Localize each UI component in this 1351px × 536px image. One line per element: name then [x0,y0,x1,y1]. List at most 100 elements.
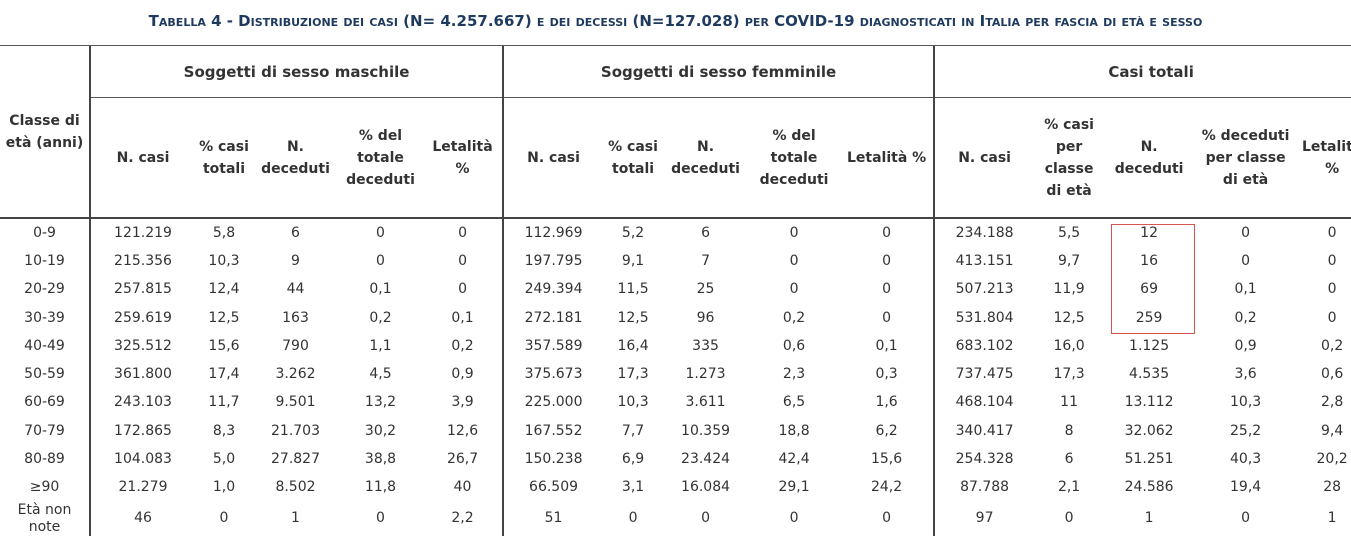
table-cell: 5,2 [621,224,645,241]
table-row: 40-49 325.512 15,6 790 1,1 0,2 357.589 16,4 335 0… [0,332,1351,361]
table-cell: 1.125 [1129,337,1170,354]
table-cell: 6 [701,224,710,241]
table-cell: 0 [882,309,892,326]
table-cell: 0 [628,510,638,527]
row-label: 30-39 [24,309,65,326]
column-header: % casi totali [603,97,664,219]
table-cell: 51.251 [1124,451,1174,468]
table-cell: 0,6 [782,337,806,354]
table-cell: 0 [1327,224,1337,241]
table-cell: 0 [458,281,467,298]
table-cell: 11 [1060,394,1078,411]
table-cell: 25 [696,281,715,298]
table-cell: 1,1 [369,337,392,354]
table-cell: 42,4 [778,451,810,468]
table-cell: 272.181 [502,303,604,333]
table-cell: 46 [89,501,195,536]
table-cell: 17,3 [1053,366,1085,383]
table-cell: 0,9 [1234,337,1257,354]
table-cell: 234.188 [933,218,1035,248]
table-cell: 6,9 [621,451,645,468]
column-header: % deceduti per classe di età [1194,97,1298,219]
table-cell: 17,4 [208,366,240,383]
table-cell: 215.356 [89,247,195,276]
table-cell: 5,8 [212,224,236,241]
table-cell: 0,3 [875,366,898,383]
table-cell: 150.238 [502,445,604,474]
subheader-row: N. casi% casi totali N. deceduti% del tot… [0,97,1351,219]
row-label: 20-29 [24,281,65,298]
table-cell: 197.795 [502,247,604,276]
table-cell: 21.703 [271,422,320,439]
table-cell: 9 [291,252,300,269]
table-cell: 3,9 [451,394,474,411]
table-cell: 0 [882,252,892,269]
column-header: N. casi [89,97,195,219]
column-header: Letalità % [840,97,935,219]
table-cell: 69 [1140,281,1158,298]
table-cell: 10,3 [617,394,649,411]
table-cell: 0 [458,252,467,269]
table-cell: 0 [789,224,799,241]
column-header: N. deceduti [253,97,338,219]
table-cell: 0 [458,224,467,241]
column-header: N. casi [502,97,604,219]
table-cell: 9,4 [1320,422,1344,439]
table-cell: 254.328 [933,445,1035,474]
table-cell: 12 [1140,224,1158,241]
table-cell: 0 [882,224,892,241]
table-cell: 16,4 [617,337,649,354]
table-cell: 40,3 [1230,451,1262,468]
table-cell: 249.394 [502,275,604,304]
table-cell: 10,3 [208,252,240,269]
table-row: ≥90 21.279 1,0 8.502 11,8 40 66.509 3,1 16.084 29… [0,473,1351,502]
table-cell: 0 [1241,252,1251,269]
table-cell: 96 [696,309,715,326]
table-cell: 0 [376,510,385,527]
table-cell: 1.273 [685,366,726,383]
table-cell: 0,2 [782,309,806,326]
table-cell: 1,6 [875,394,898,411]
table-cell: 38,8 [364,451,397,468]
table-cell: 24,2 [870,479,903,496]
table-cell: 0,6 [1320,366,1344,383]
table-cell: 790 [282,337,309,354]
table-cell: 28 [1323,479,1342,496]
table-cell: 40 [453,479,472,496]
data-table: Classe di età (anni) Soggetti di sesso ma… [0,46,1351,536]
table-cell: 335 [692,337,719,354]
table-cell: 11,7 [208,394,240,411]
column-header: N. casi [933,97,1035,219]
table-cell: 9.501 [275,394,316,411]
table-cell: 357.589 [502,332,604,361]
table-cell: 257.815 [89,275,195,304]
column-header: Letalità % [1297,97,1351,219]
table-cell: 27.827 [271,451,320,468]
table-cell: 8,3 [212,422,236,439]
column-header: % casi totali [195,97,253,219]
table-cell: 6 [291,224,300,241]
table-cell: 737.475 [933,360,1035,389]
table-cell: 4,5 [369,366,392,383]
column-header: N. deceduti [1104,97,1195,219]
table-cell: 243.103 [89,388,195,418]
row-label: 40-49 [24,337,65,354]
table-cell: 12,5 [208,309,240,326]
table-cell: 0 [789,281,799,298]
row-label: 60-69 [24,394,65,411]
table-row: 80-89 104.083 5,0 27.827 38,8 26,7 150.238 6,9 2… [0,445,1351,474]
table-cell: 468.104 [933,388,1035,418]
table-cell: 2,2 [451,510,474,527]
table-cell: 10.359 [681,422,731,439]
table-cell: 19,4 [1230,479,1262,496]
table-cell: 0 [882,281,892,298]
row-label: 50-59 [24,366,65,383]
table-cell: 0,1 [875,337,898,354]
table-cell: 0,9 [451,366,474,383]
table-cell: 15,6 [208,337,240,354]
table-cell: 3.262 [275,366,316,383]
highlight-box [1111,224,1195,334]
table-cell: 225.000 [502,388,604,418]
table-cell: 87.788 [933,473,1035,502]
table-cell: 0 [376,252,385,269]
